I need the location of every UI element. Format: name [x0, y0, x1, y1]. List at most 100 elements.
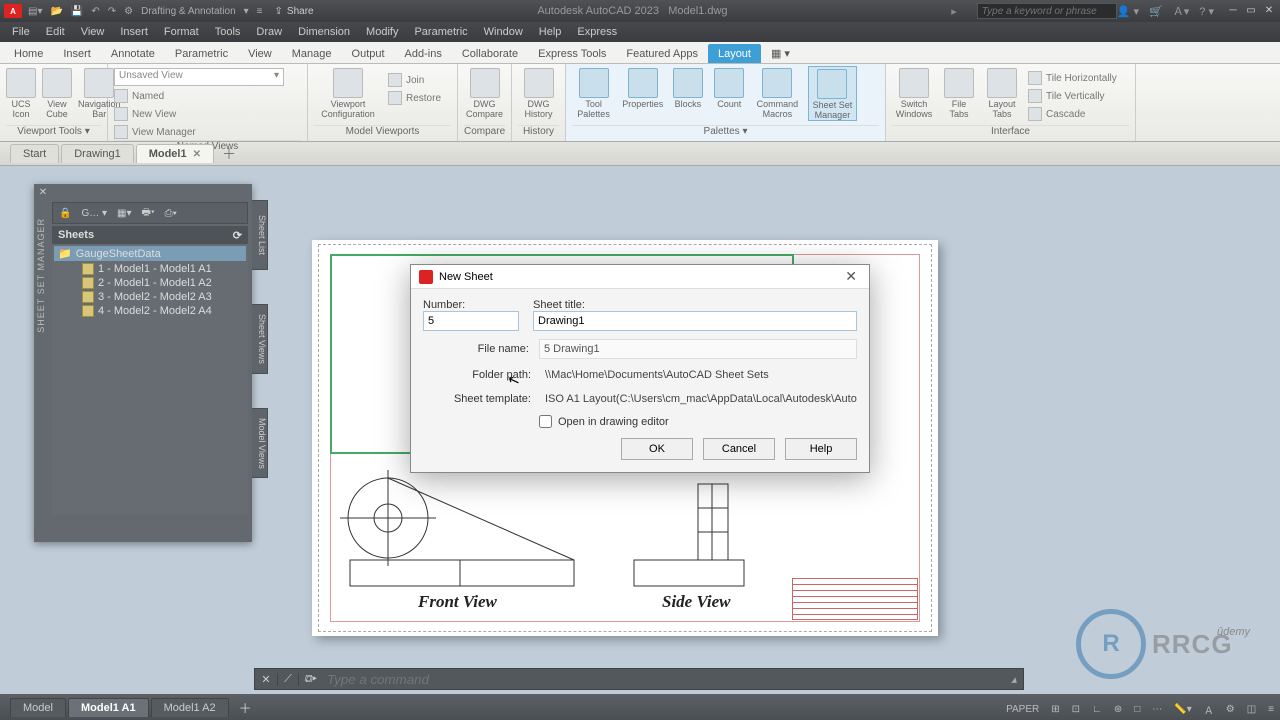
status-snap-icon[interactable]: ⊡: [1070, 704, 1082, 715]
palette-lock-icon[interactable]: 🔒: [59, 208, 71, 219]
btn-join[interactable]: Join: [388, 72, 441, 88]
ribbon-tabs[interactable]: Home Insert Annotate Parametric View Man…: [0, 42, 1280, 64]
sheettitle-input[interactable]: [533, 311, 857, 331]
tab-express[interactable]: Express Tools: [528, 44, 616, 63]
quick-access-toolbar[interactable]: ▤▾ 📂 💾 ↶ ↷ ⚙ Drafting & Annotation ▾ ≡: [28, 6, 263, 17]
palette-tb-icon2[interactable]: 🖶▾: [142, 205, 155, 222]
workspace-dropdown-icon[interactable]: ▾: [244, 6, 249, 17]
view-combo[interactable]: Unsaved View▾: [114, 68, 284, 86]
qat-save-icon[interactable]: 💾: [71, 6, 83, 17]
help-button[interactable]: Help: [785, 438, 857, 460]
cancel-button[interactable]: Cancel: [703, 438, 775, 460]
btn-compare[interactable]: DWG Compare: [464, 66, 505, 119]
cmdline-prompt-icon[interactable]: ⟋: [277, 673, 299, 686]
tab-parametric[interactable]: Parametric: [165, 44, 238, 63]
palette-toolbar[interactable]: 🔒 G… ▾ ▦▾ 🖶▾ ⎙▾: [52, 202, 248, 224]
tab-extra-icon[interactable]: ▦ ▾: [761, 43, 800, 63]
btn-cmd-macros[interactable]: Command Macros: [753, 66, 802, 119]
palette-tab-modelviews[interactable]: Model Views: [252, 408, 268, 478]
status-bar[interactable]: PAPER ⊞ ⊡ ∟ ⊛ □ ⋯ 📏▾ Ａ ⚙ ◫ ≡: [1004, 702, 1276, 717]
cmdline-close-icon[interactable]: ✕: [255, 673, 277, 686]
tab-insert[interactable]: Insert: [53, 44, 101, 63]
file-tabs[interactable]: Start Drawing1 Model1✕ ＋: [0, 142, 1280, 166]
open-editor-checkbox[interactable]: [539, 415, 552, 428]
palette-section-header[interactable]: Sheets⟳: [52, 226, 248, 244]
btn-tile-v[interactable]: Tile Vertically: [1028, 88, 1117, 104]
menu-window[interactable]: Window: [478, 26, 529, 38]
qat-open-icon[interactable]: 📂: [50, 6, 62, 17]
cmdline-up-icon[interactable]: ▴: [1005, 673, 1023, 686]
command-line[interactable]: ✕ ⟋ ⧉▸ ▴: [254, 668, 1024, 690]
tree-root[interactable]: 📁 GaugeSheetData: [54, 246, 246, 261]
btn-count[interactable]: Count: [712, 66, 747, 109]
layouttab-a1[interactable]: Model1 A1: [68, 698, 149, 717]
tree-item[interactable]: 2 - Model1 - Model1 A2: [54, 276, 246, 290]
btn-restore[interactable]: Restore: [388, 90, 441, 106]
btn-switch-windows[interactable]: Switch Windows: [892, 66, 936, 119]
restore-icon[interactable]: ▭: [1244, 4, 1258, 18]
filetab-drawing1[interactable]: Drawing1: [61, 144, 133, 163]
qat-redo-icon[interactable]: ↷: [108, 6, 116, 17]
tab-annotate[interactable]: Annotate: [101, 44, 165, 63]
gear-icon[interactable]: ⚙: [124, 6, 133, 17]
btn-tile-h[interactable]: Tile Horizontally: [1028, 70, 1117, 86]
window-controls[interactable]: ─ ▭ ✕: [1226, 4, 1276, 18]
number-input[interactable]: [423, 311, 519, 331]
share-button[interactable]: ⇪ Share: [275, 6, 314, 17]
menu-view[interactable]: View: [75, 26, 111, 38]
sheet-tree[interactable]: 📁 GaugeSheetData 1 - Model1 - Model1 A1 …: [52, 244, 248, 514]
tree-item[interactable]: 1 - Model1 - Model1 A1: [54, 262, 246, 276]
status-polar-icon[interactable]: ⊛: [1112, 704, 1124, 715]
menu-help[interactable]: Help: [533, 26, 568, 38]
status-ortho-icon[interactable]: ∟: [1090, 704, 1104, 715]
palette-tab-sheetlist[interactable]: Sheet List: [252, 200, 268, 270]
tab-manage[interactable]: Manage: [282, 44, 342, 63]
palette-small-2[interactable]: [863, 87, 879, 103]
tab-addins[interactable]: Add-ins: [395, 44, 452, 63]
menu-format[interactable]: Format: [158, 26, 205, 38]
menu-modify[interactable]: Modify: [360, 26, 404, 38]
btn-properties[interactable]: Properties: [621, 66, 664, 109]
btn-layout-tabs[interactable]: Layout Tabs: [982, 66, 1022, 119]
layouttab-add-icon[interactable]: ＋: [239, 698, 252, 717]
status-osnap-icon[interactable]: □: [1132, 704, 1142, 715]
menu-tools[interactable]: Tools: [209, 26, 247, 38]
menu-parametric[interactable]: Parametric: [408, 26, 473, 38]
filetab-close-icon[interactable]: ✕: [193, 149, 201, 160]
layouttab-model[interactable]: Model: [10, 698, 66, 717]
palette-tb-icon3[interactable]: ⎙▾: [165, 208, 177, 219]
workspace-label[interactable]: Drafting & Annotation: [141, 6, 236, 17]
command-input[interactable]: [321, 672, 1005, 687]
sheet-set-palette[interactable]: ✕ SHEET SET MANAGER 🔒 G… ▾ ▦▾ 🖶▾ ⎙▾ Shee…: [34, 184, 252, 542]
palette-close-icon[interactable]: ✕: [36, 186, 50, 200]
menu-edit[interactable]: Edit: [40, 26, 71, 38]
status-anno-icon[interactable]: Ａ: [1202, 702, 1216, 717]
qat-plot-icon[interactable]: ≡: [257, 6, 263, 17]
layouttab-a2[interactable]: Model1 A2: [151, 698, 229, 717]
btn-cascade[interactable]: Cascade: [1028, 106, 1117, 122]
dialog-close-icon[interactable]: ✕: [841, 268, 861, 285]
status-scale-icon[interactable]: 📏▾: [1172, 704, 1193, 715]
btn-new-view[interactable]: New View: [114, 106, 176, 122]
refresh-icon[interactable]: ⟳: [233, 229, 242, 242]
dialog-titlebar[interactable]: New Sheet ✕: [411, 265, 869, 289]
help-search-input[interactable]: [977, 3, 1117, 19]
help-icon[interactable]: ? ▾: [1199, 5, 1214, 18]
tree-item[interactable]: 3 - Model2 - Model2 A3: [54, 290, 246, 304]
btn-view-mgr[interactable]: View Manager: [114, 124, 196, 140]
palette-tb-icon[interactable]: ▦▾: [117, 208, 131, 219]
status-gear-icon[interactable]: ⚙: [1224, 704, 1237, 715]
tab-featured[interactable]: Featured Apps: [616, 44, 708, 63]
ai-icon[interactable]: Ａ▾: [1173, 3, 1190, 19]
filename-input[interactable]: [539, 339, 857, 359]
menu-draw[interactable]: Draw: [250, 26, 288, 38]
menu-dimension[interactable]: Dimension: [292, 26, 356, 38]
palette-small-1[interactable]: [863, 70, 879, 86]
qat-menu-icon[interactable]: ▤▾: [28, 6, 42, 17]
btn-vp-config[interactable]: Viewport Configuration: [314, 66, 382, 119]
filetab-start[interactable]: Start: [10, 144, 59, 163]
btn-sheet-set-mgr[interactable]: Sheet Set Manager: [808, 66, 857, 121]
filetab-model1[interactable]: Model1✕: [136, 144, 214, 163]
status-iso-icon[interactable]: ◫: [1245, 704, 1258, 715]
filetab-new-icon[interactable]: ＋: [222, 144, 236, 164]
